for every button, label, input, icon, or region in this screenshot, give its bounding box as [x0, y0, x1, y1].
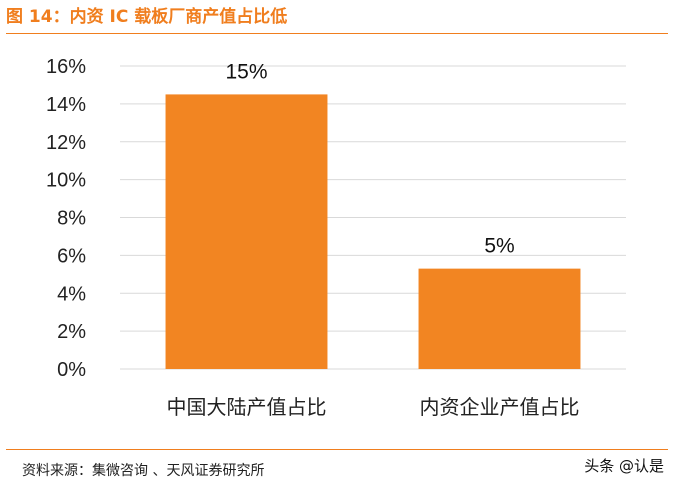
- y-axis-ticks: 0% 2% 4% 6% 8% 10% 12% 14% 16%: [46, 56, 86, 381]
- source-note: 资料来源：集微咨询 、天风证券研究所: [22, 463, 265, 479]
- x-axis-categories: 中国大陆产值占比 内资企业产值占比: [167, 395, 580, 419]
- y-tick-label: 0%: [57, 359, 86, 381]
- watermark: 头条 @认是: [584, 457, 664, 475]
- y-tick-label: 10%: [46, 170, 86, 192]
- source-divider: [6, 449, 668, 450]
- y-tick-label: 16%: [46, 56, 86, 78]
- y-tick-label: 2%: [57, 321, 86, 343]
- bars: [165, 94, 581, 369]
- title-divider: [6, 33, 668, 34]
- bar-chart: 0% 2% 4% 6% 8% 10% 12% 14% 16% 15% 5% 中国大陆产值占比 内资企…: [46, 56, 626, 419]
- category-label: 中国大陆产值占比: [167, 395, 327, 419]
- category-label: 内资企业产值占比: [420, 395, 580, 419]
- data-labels: 15% 5%: [225, 60, 514, 257]
- data-label: 15%: [225, 60, 267, 83]
- y-tick-label: 6%: [57, 245, 86, 267]
- bar: [418, 268, 581, 369]
- data-label: 5%: [484, 235, 514, 258]
- bar: [165, 94, 328, 369]
- y-tick-label: 8%: [57, 208, 86, 230]
- figure-title: 图 14：内资 IC 载板厂商产值占比低: [6, 7, 288, 27]
- y-tick-label: 14%: [46, 94, 86, 116]
- y-tick-label: 12%: [46, 132, 86, 154]
- y-tick-label: 4%: [57, 283, 86, 305]
